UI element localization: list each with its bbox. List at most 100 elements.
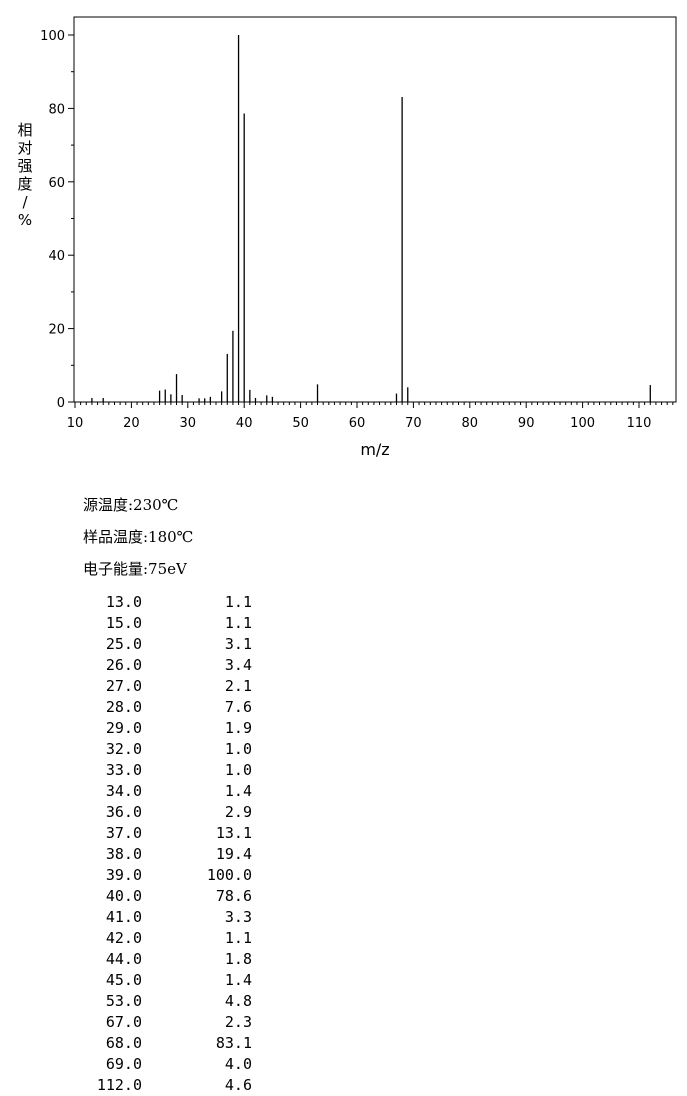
x-axis-label: m/z — [360, 440, 389, 459]
abundance-value: 1.1 — [224, 929, 252, 947]
table-row: 34.0 1.4 — [86, 781, 252, 802]
table-row: 33.0 1.0 — [86, 760, 252, 781]
abundance-value: 100.0 — [206, 866, 252, 884]
table-row: 112.0 4.6 — [86, 1075, 252, 1096]
abundance-value: 4.8 — [224, 992, 252, 1010]
x-tick-label: 60 — [349, 416, 366, 431]
abundance-value: 2.9 — [224, 803, 252, 821]
mz-value: 37.0 — [105, 824, 142, 842]
x-tick-label: 110 — [627, 416, 652, 431]
x-axis-ticks: 10 20 30 40 50 60 70 80 90 100 110 — [67, 402, 674, 431]
table-row: 26.0 3.4 — [86, 655, 252, 676]
mz-value: 26.0 — [105, 656, 142, 674]
y-tick-label: 20 — [48, 323, 65, 338]
mz-value: 25.0 — [105, 635, 142, 653]
table-row: 53.0 4.8 — [86, 991, 252, 1012]
mz-value: 40.0 — [105, 887, 142, 905]
table-row: 69.0 4.0 — [86, 1054, 252, 1075]
y-axis-ticks: 0 20 40 60 80 100 — [40, 29, 74, 411]
x-tick-label: 30 — [180, 416, 197, 431]
source-temperature: 源温度:230℃ — [83, 496, 179, 514]
mz-value: 38.0 — [105, 845, 142, 863]
abundance-value: 1.4 — [224, 782, 252, 800]
x-tick-label: 40 — [236, 416, 253, 431]
table-row: 15.0 1.1 — [86, 613, 252, 634]
abundance-value: 4.0 — [224, 1055, 252, 1073]
mz-value: 67.0 — [105, 1013, 142, 1031]
abundance-value: 19.4 — [215, 845, 252, 863]
mz-value: 68.0 — [105, 1034, 142, 1052]
abundance-value: 83.1 — [215, 1034, 252, 1052]
peak-table: 13.0 1.1 15.0 1.1 25.0 3.1 26.0 3.4 27.0 2.1 28.0 7… — [86, 592, 252, 1096]
abundance-value: 1.1 — [224, 614, 252, 632]
abundance-value: 1.4 — [224, 971, 252, 989]
table-row: 38.0 19.4 — [86, 844, 252, 865]
mz-value: 15.0 — [105, 614, 142, 632]
table-row: 40.0 78.6 — [86, 886, 252, 907]
abundance-value: 1.1 — [224, 593, 252, 611]
mz-value: 44.0 — [105, 950, 142, 968]
table-row: 39.0 100.0 — [86, 865, 252, 886]
mz-value: 69.0 — [105, 1055, 142, 1073]
abundance-value: 3.1 — [224, 635, 252, 653]
table-row: 42.0 1.1 — [86, 928, 252, 949]
x-tick-label: 90 — [518, 416, 535, 431]
mz-value: 45.0 — [105, 971, 142, 989]
mz-value: 13.0 — [105, 593, 142, 611]
y-tick-label: 0 — [57, 396, 65, 411]
mz-value: 27.0 — [105, 677, 142, 695]
y-tick-label: 80 — [48, 102, 65, 117]
mz-value: 39.0 — [105, 866, 142, 884]
table-row: 68.0 83.1 — [86, 1033, 252, 1054]
abundance-value: 1.0 — [224, 740, 252, 758]
abundance-value: 3.3 — [224, 908, 252, 926]
abundance-value: 2.1 — [224, 677, 252, 695]
x-tick-label: 70 — [405, 416, 422, 431]
table-row: 25.0 3.1 — [86, 634, 252, 655]
mz-value: 34.0 — [105, 782, 142, 800]
y-tick-label: 60 — [48, 176, 65, 191]
table-row: 13.0 1.1 — [86, 592, 252, 613]
mz-value: 41.0 — [105, 908, 142, 926]
electron-energy: 电子能量:75eV — [83, 560, 187, 578]
mz-value: 112.0 — [96, 1076, 142, 1094]
x-tick-label: 100 — [570, 416, 595, 431]
y-tick-label: 40 — [48, 249, 65, 264]
abundance-value: 4.6 — [224, 1076, 252, 1094]
table-row: 67.0 2.3 — [86, 1012, 252, 1033]
table-row: 32.0 1.0 — [86, 739, 252, 760]
mz-value: 33.0 — [105, 761, 142, 779]
table-row: 36.0 2.9 — [86, 802, 252, 823]
x-tick-label: 50 — [292, 416, 309, 431]
abundance-value: 1.8 — [224, 950, 252, 968]
spectrum-peaks — [91, 35, 651, 402]
y-axis-label: 相对强度/% — [17, 121, 32, 229]
mass-spectrum-chart: 10 20 30 40 50 60 70 80 90 100 110 0 20 40 60 80 100 m/… — [17, 16, 677, 459]
abundance-value: 2.3 — [224, 1013, 252, 1031]
abundance-value: 13.1 — [215, 824, 252, 842]
mz-value: 53.0 — [105, 992, 142, 1010]
mz-value: 36.0 — [105, 803, 142, 821]
x-tick-label: 80 — [462, 416, 479, 431]
y-tick-label: 100 — [40, 29, 65, 44]
table-row: 29.0 1.9 — [86, 718, 252, 739]
abundance-value: 1.0 — [224, 761, 252, 779]
mz-value: 28.0 — [105, 698, 142, 716]
table-row: 27.0 2.1 — [86, 676, 252, 697]
mz-value: 29.0 — [105, 719, 142, 737]
sample-temperature: 样品温度:180℃ — [83, 528, 194, 546]
x-tick-label: 10 — [67, 416, 84, 431]
x-tick-label: 20 — [123, 416, 140, 431]
table-row: 44.0 1.8 — [86, 949, 252, 970]
table-row: 45.0 1.4 — [86, 970, 252, 991]
abundance-value: 7.6 — [224, 698, 252, 716]
abundance-value: 78.6 — [215, 887, 252, 905]
table-row: 37.0 13.1 — [86, 823, 252, 844]
mz-value: 32.0 — [105, 740, 142, 758]
plot-frame — [73, 16, 677, 403]
mz-value: 42.0 — [105, 929, 142, 947]
table-row: 28.0 7.6 — [86, 697, 252, 718]
table-row: 41.0 3.3 — [86, 907, 252, 928]
abundance-value: 3.4 — [224, 656, 252, 674]
abundance-value: 1.9 — [224, 719, 252, 737]
